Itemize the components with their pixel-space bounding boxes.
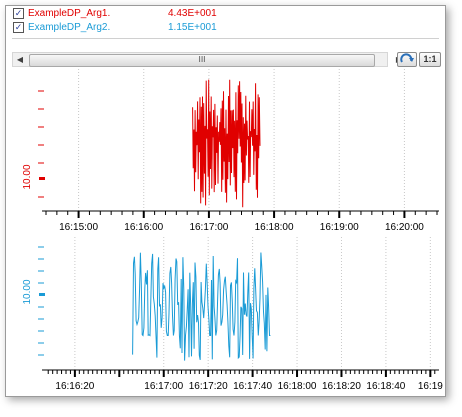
x-tick-label: 16:18:40: [366, 381, 405, 392]
x-tick-label: 16:15:00: [59, 222, 98, 233]
reset-zoom-icon: [400, 53, 414, 63]
x-tick-label: 16:19:00: [320, 222, 359, 233]
x-tick-label: 16:16:20: [55, 381, 94, 392]
legend-name-arg2: ExampleDP_Arg2.: [28, 22, 111, 33]
x-tick-label: 16:17:00: [144, 381, 183, 392]
y-axis-label: 10.00: [22, 164, 33, 189]
legend-row-arg1[interactable]: ✓ ExampleDP_Arg1. 4.43E+001: [13, 7, 217, 20]
trend-widget: ✓ ExampleDP_Arg1. 4.43E+001 ✓ ExampleDP_…: [5, 5, 446, 397]
x-tick-label: 16:18:00: [255, 222, 294, 233]
scrollbar-thumb[interactable]: III: [29, 54, 375, 67]
legend-value-arg2: 1.15E+001: [168, 22, 217, 33]
chart-arg2[interactable]: 10.00 16:16:20 16:17:00 16:17:20 16:17:40 16:…: [6, 237, 443, 395]
x-tick-label: 16:19: [418, 381, 443, 392]
legend-checkbox-arg1[interactable]: ✓: [13, 8, 24, 19]
legend-divider: [12, 38, 439, 39]
y-marker: [39, 293, 45, 296]
x-tick-label: 16:16:00: [124, 222, 163, 233]
series-line: [132, 252, 271, 361]
legend-row-arg2[interactable]: ✓ ExampleDP_Arg2. 1.15E+001: [13, 21, 217, 34]
scroll-left-arrow-icon[interactable]: ◀: [16, 55, 24, 64]
plot-area: [46, 237, 437, 370]
x-tick-label: 16:18:20: [322, 381, 361, 392]
time-scrollbar[interactable]: ◀ III: [12, 52, 388, 67]
reset-zoom-button[interactable]: [397, 52, 417, 67]
y-axis-label: 10.00: [22, 279, 33, 304]
legend-checkbox-arg2[interactable]: ✓: [13, 22, 24, 33]
x-tick-label: 16:18:00: [278, 381, 317, 392]
chart-arg1[interactable]: 10.00 16:15:00 16:16:00 16:17:00 16:18:00 16:…: [6, 69, 443, 235]
series-line: [192, 79, 261, 208]
x-tick-label: 16:17:40: [233, 381, 272, 392]
x-tick-label: 16:17:20: [189, 381, 228, 392]
x-tick-label: 16:17:00: [189, 222, 228, 233]
one-to-one-button[interactable]: 1:1: [419, 52, 441, 67]
x-tick-label: 16:20:00: [385, 222, 424, 233]
legend-name-arg1: ExampleDP_Arg1.: [28, 8, 111, 19]
y-marker: [39, 177, 45, 180]
legend-value-arg1: 4.43E+001: [168, 8, 217, 19]
